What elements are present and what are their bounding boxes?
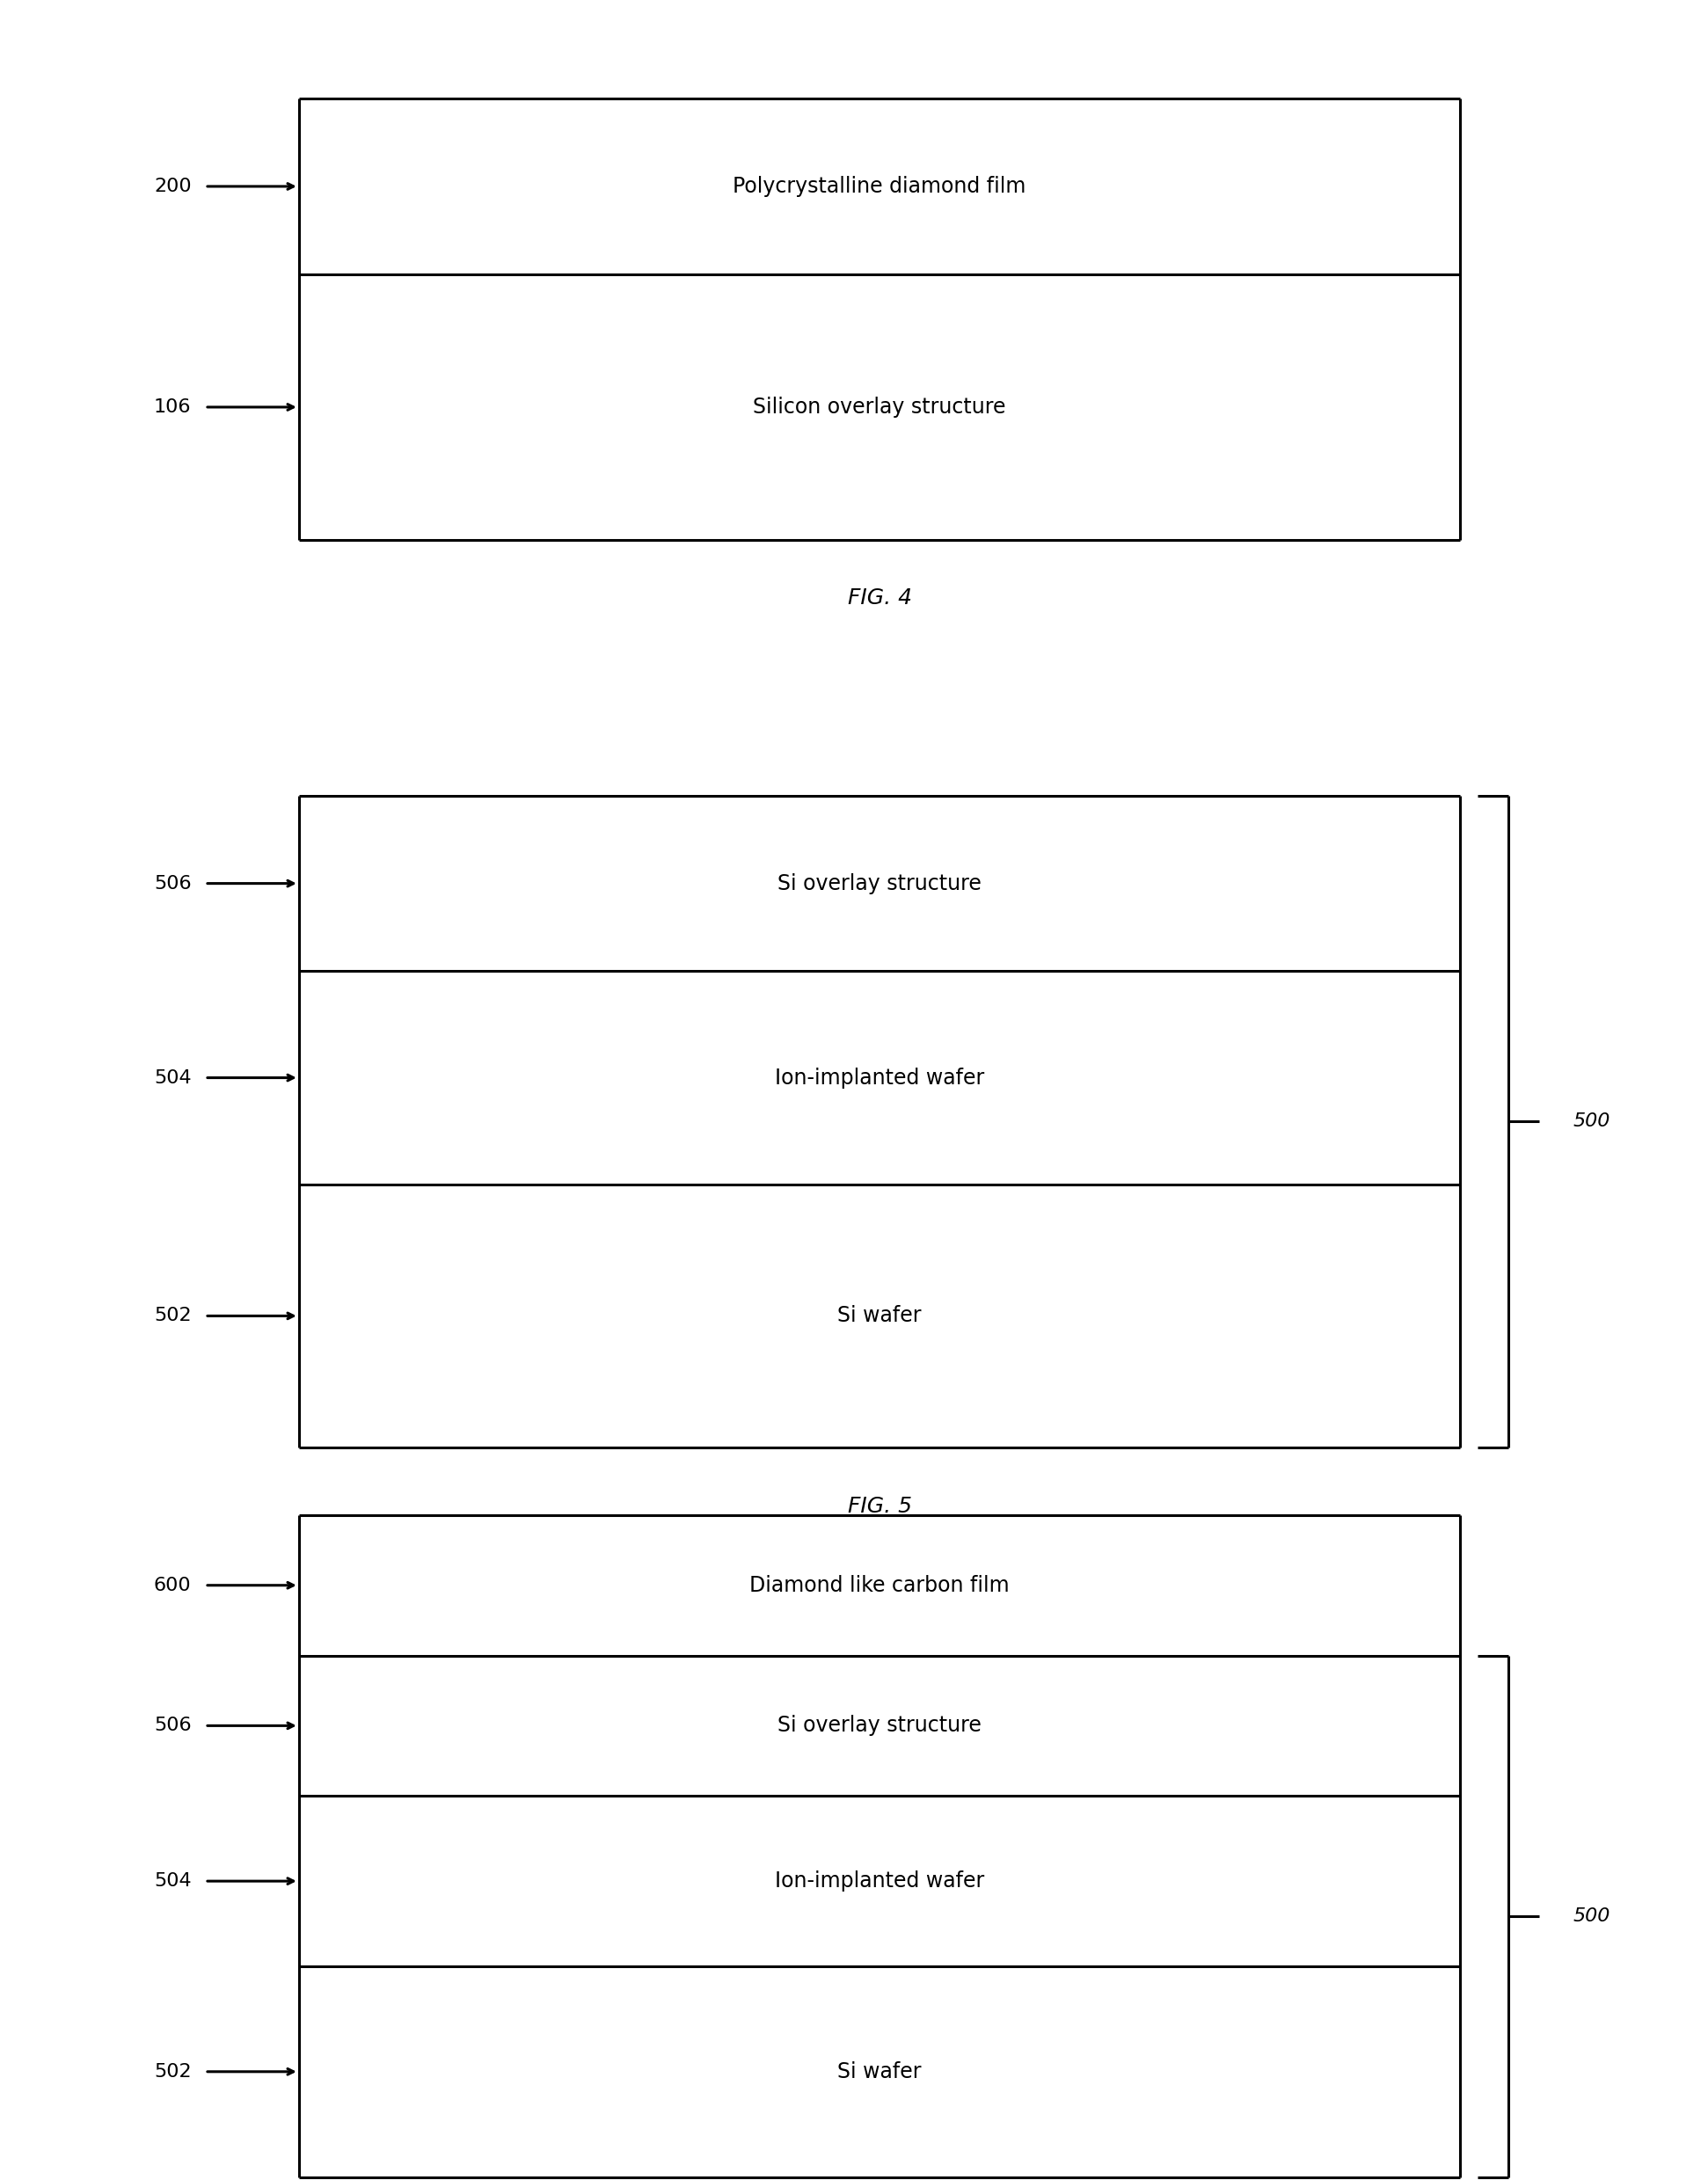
Text: 500: 500 — [1573, 1908, 1611, 1925]
Text: Silicon overlay structure: Silicon overlay structure — [753, 397, 1006, 419]
Text: 500: 500 — [1573, 1112, 1611, 1131]
Text: 106: 106 — [154, 399, 191, 416]
Text: Ion-implanted wafer: Ion-implanted wafer — [775, 1068, 984, 1088]
Text: Si overlay structure: Si overlay structure — [777, 1716, 982, 1735]
Text: Diamond like carbon film: Diamond like carbon film — [750, 1574, 1009, 1596]
Text: 200: 200 — [154, 177, 191, 196]
Text: Polycrystalline diamond film: Polycrystalline diamond film — [733, 177, 1027, 196]
Text: 504: 504 — [154, 1873, 191, 1890]
Text: 502: 502 — [154, 1308, 191, 1325]
Text: FIG. 4: FIG. 4 — [847, 589, 912, 608]
Text: 502: 502 — [154, 2062, 191, 2080]
Text: Si wafer: Si wafer — [837, 2060, 922, 2082]
Text: Ion-implanted wafer: Ion-implanted wafer — [775, 1870, 984, 1892]
Text: 506: 506 — [154, 1718, 191, 1735]
Text: Si wafer: Si wafer — [837, 1306, 922, 1325]
Text: 600: 600 — [154, 1576, 191, 1594]
Text: Si overlay structure: Si overlay structure — [777, 872, 982, 894]
Text: FIG. 5: FIG. 5 — [847, 1495, 912, 1517]
Text: 506: 506 — [154, 874, 191, 892]
Text: 504: 504 — [154, 1068, 191, 1086]
